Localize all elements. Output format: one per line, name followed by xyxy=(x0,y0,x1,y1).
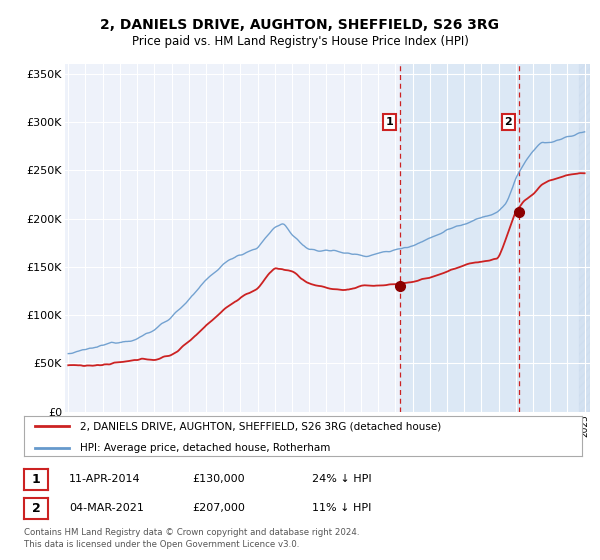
Bar xyxy=(400,64,590,412)
Text: 2, DANIELS DRIVE, AUGHTON, SHEFFIELD, S26 3RG (detached house): 2, DANIELS DRIVE, AUGHTON, SHEFFIELD, S2… xyxy=(80,421,441,431)
Text: 1: 1 xyxy=(386,117,394,127)
Text: 2: 2 xyxy=(505,117,512,127)
Text: 2: 2 xyxy=(32,502,40,515)
Text: HPI: Average price, detached house, Rotherham: HPI: Average price, detached house, Roth… xyxy=(80,442,330,452)
Text: 1: 1 xyxy=(32,473,40,486)
Text: 04-MAR-2021: 04-MAR-2021 xyxy=(69,503,144,513)
Bar xyxy=(580,64,590,412)
Text: 11% ↓ HPI: 11% ↓ HPI xyxy=(312,503,371,513)
Text: 11-APR-2014: 11-APR-2014 xyxy=(69,474,140,484)
Text: Price paid vs. HM Land Registry's House Price Index (HPI): Price paid vs. HM Land Registry's House … xyxy=(131,35,469,49)
Text: 2, DANIELS DRIVE, AUGHTON, SHEFFIELD, S26 3RG: 2, DANIELS DRIVE, AUGHTON, SHEFFIELD, S2… xyxy=(101,18,499,32)
Text: £207,000: £207,000 xyxy=(192,503,245,513)
Text: Contains HM Land Registry data © Crown copyright and database right 2024.
This d: Contains HM Land Registry data © Crown c… xyxy=(24,528,359,549)
Text: 24% ↓ HPI: 24% ↓ HPI xyxy=(312,474,371,484)
Text: £130,000: £130,000 xyxy=(192,474,245,484)
